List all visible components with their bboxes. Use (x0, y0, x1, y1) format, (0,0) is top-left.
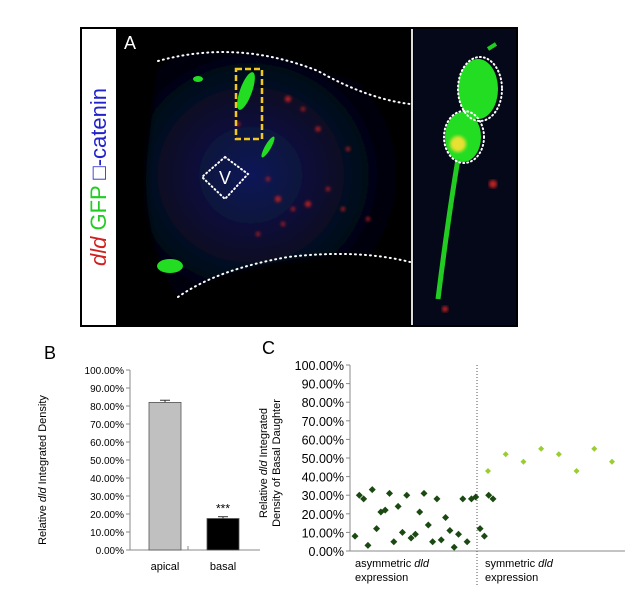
highlight-box (234, 67, 264, 141)
b-ytick-label: 90.00% (90, 384, 124, 395)
c-ytick-label: 90.00% (302, 378, 344, 392)
chart-c: Relative dld IntegratedDensity of Basal … (258, 359, 625, 587)
tissue-outline (157, 51, 411, 298)
gfp-label: GFP (86, 185, 111, 231)
c-point (437, 536, 445, 544)
c-point (502, 451, 509, 458)
chart-b: Relative dld Integrated Density 0.00% 10.… (37, 366, 260, 573)
b-ytick-label: 30.00% (90, 492, 124, 503)
c-point (463, 538, 471, 546)
c-point (364, 541, 372, 549)
b-xlabel: basal (210, 561, 236, 573)
c-point (442, 514, 450, 522)
c-point (450, 543, 458, 551)
c-point (403, 491, 411, 499)
c-ytick-label: 20.00% (302, 508, 344, 522)
dld-label: dld (86, 236, 111, 266)
c-point (429, 538, 437, 546)
panel-b-letter: B (44, 343, 57, 363)
c-point (381, 506, 389, 514)
panel-c-letter: C (262, 338, 275, 358)
c-point (459, 495, 467, 503)
c-point (573, 468, 580, 475)
b-ytick-label: 60.00% (90, 438, 124, 449)
b-xlabel: apical (151, 561, 180, 573)
c-ytick-label: 80.00% (302, 396, 344, 410)
c-point (394, 502, 402, 510)
dld-puncta (236, 96, 370, 236)
v-marker-label: V (219, 168, 231, 188)
c-point (424, 521, 432, 529)
b-ytick-label: 20.00% (90, 510, 124, 521)
c-point (489, 495, 497, 503)
ventricle-marker (200, 155, 250, 201)
c-point (390, 538, 398, 546)
chart-c-ylabel: Relative dld IntegratedDensity of Basal … (258, 399, 283, 527)
c-point (368, 486, 376, 494)
c-point (472, 493, 480, 501)
channel-legend: dld GFP □-catenin (82, 29, 118, 325)
c-ytick-label: 10.00% (302, 526, 344, 540)
b-ytick-label: 0.00% (96, 546, 124, 557)
b-bar (148, 402, 182, 551)
c-ytick-label: 30.00% (302, 489, 344, 503)
figure-a: dld GFP □-catenin (80, 27, 518, 327)
c-point (355, 491, 363, 499)
c-point (538, 445, 545, 452)
c-point (416, 508, 424, 516)
c-ytick-label: 60.00% (302, 433, 344, 447)
c-point (407, 534, 415, 542)
significance-stars: *** (216, 502, 230, 516)
panel-a-letter: A (124, 33, 136, 53)
b-ytick-label: 70.00% (90, 420, 124, 431)
chart-b-ylabel: Relative dld Integrated Density (37, 395, 49, 545)
c-ytick-label: 100.00% (295, 359, 344, 373)
c-point (398, 528, 406, 536)
c-point (467, 495, 475, 503)
c-point (386, 489, 393, 497)
b-ytick-label: 100.00% (85, 366, 125, 377)
b-ytick-label: 50.00% (90, 456, 124, 467)
inset-gfp-cells (435, 42, 503, 312)
group1-label: asymmetric dld expression (355, 558, 430, 584)
gfp-cells (157, 72, 275, 273)
b-ytick-label: 80.00% (90, 402, 124, 413)
c-point (485, 491, 493, 499)
c-point (609, 458, 615, 465)
c-ytick-label: 0.00% (309, 545, 344, 559)
b-ytick-label: 40.00% (90, 474, 124, 485)
c-point (433, 495, 441, 503)
micrograph-image: V A (118, 29, 516, 325)
c-point (351, 532, 359, 540)
c-point (455, 530, 462, 538)
c-point (411, 530, 419, 538)
c-point (591, 445, 598, 452)
catenin-label: □-catenin (86, 88, 111, 180)
c-point (476, 525, 484, 533)
group2-label: symmetric dld expression (485, 558, 554, 584)
c-point (520, 458, 527, 465)
c-point (373, 525, 381, 533)
c-point (485, 468, 491, 475)
c-ytick-label: 70.00% (302, 415, 344, 429)
c-point (555, 451, 562, 458)
c-ytick-label: 50.00% (302, 452, 344, 466)
c-ytick-label: 40.00% (302, 471, 344, 485)
c-point (480, 532, 488, 540)
c-point (360, 495, 368, 503)
b-bar (206, 518, 240, 551)
b-ytick-label: 10.00% (90, 528, 124, 539)
c-point (420, 489, 428, 497)
c-point (446, 527, 454, 535)
